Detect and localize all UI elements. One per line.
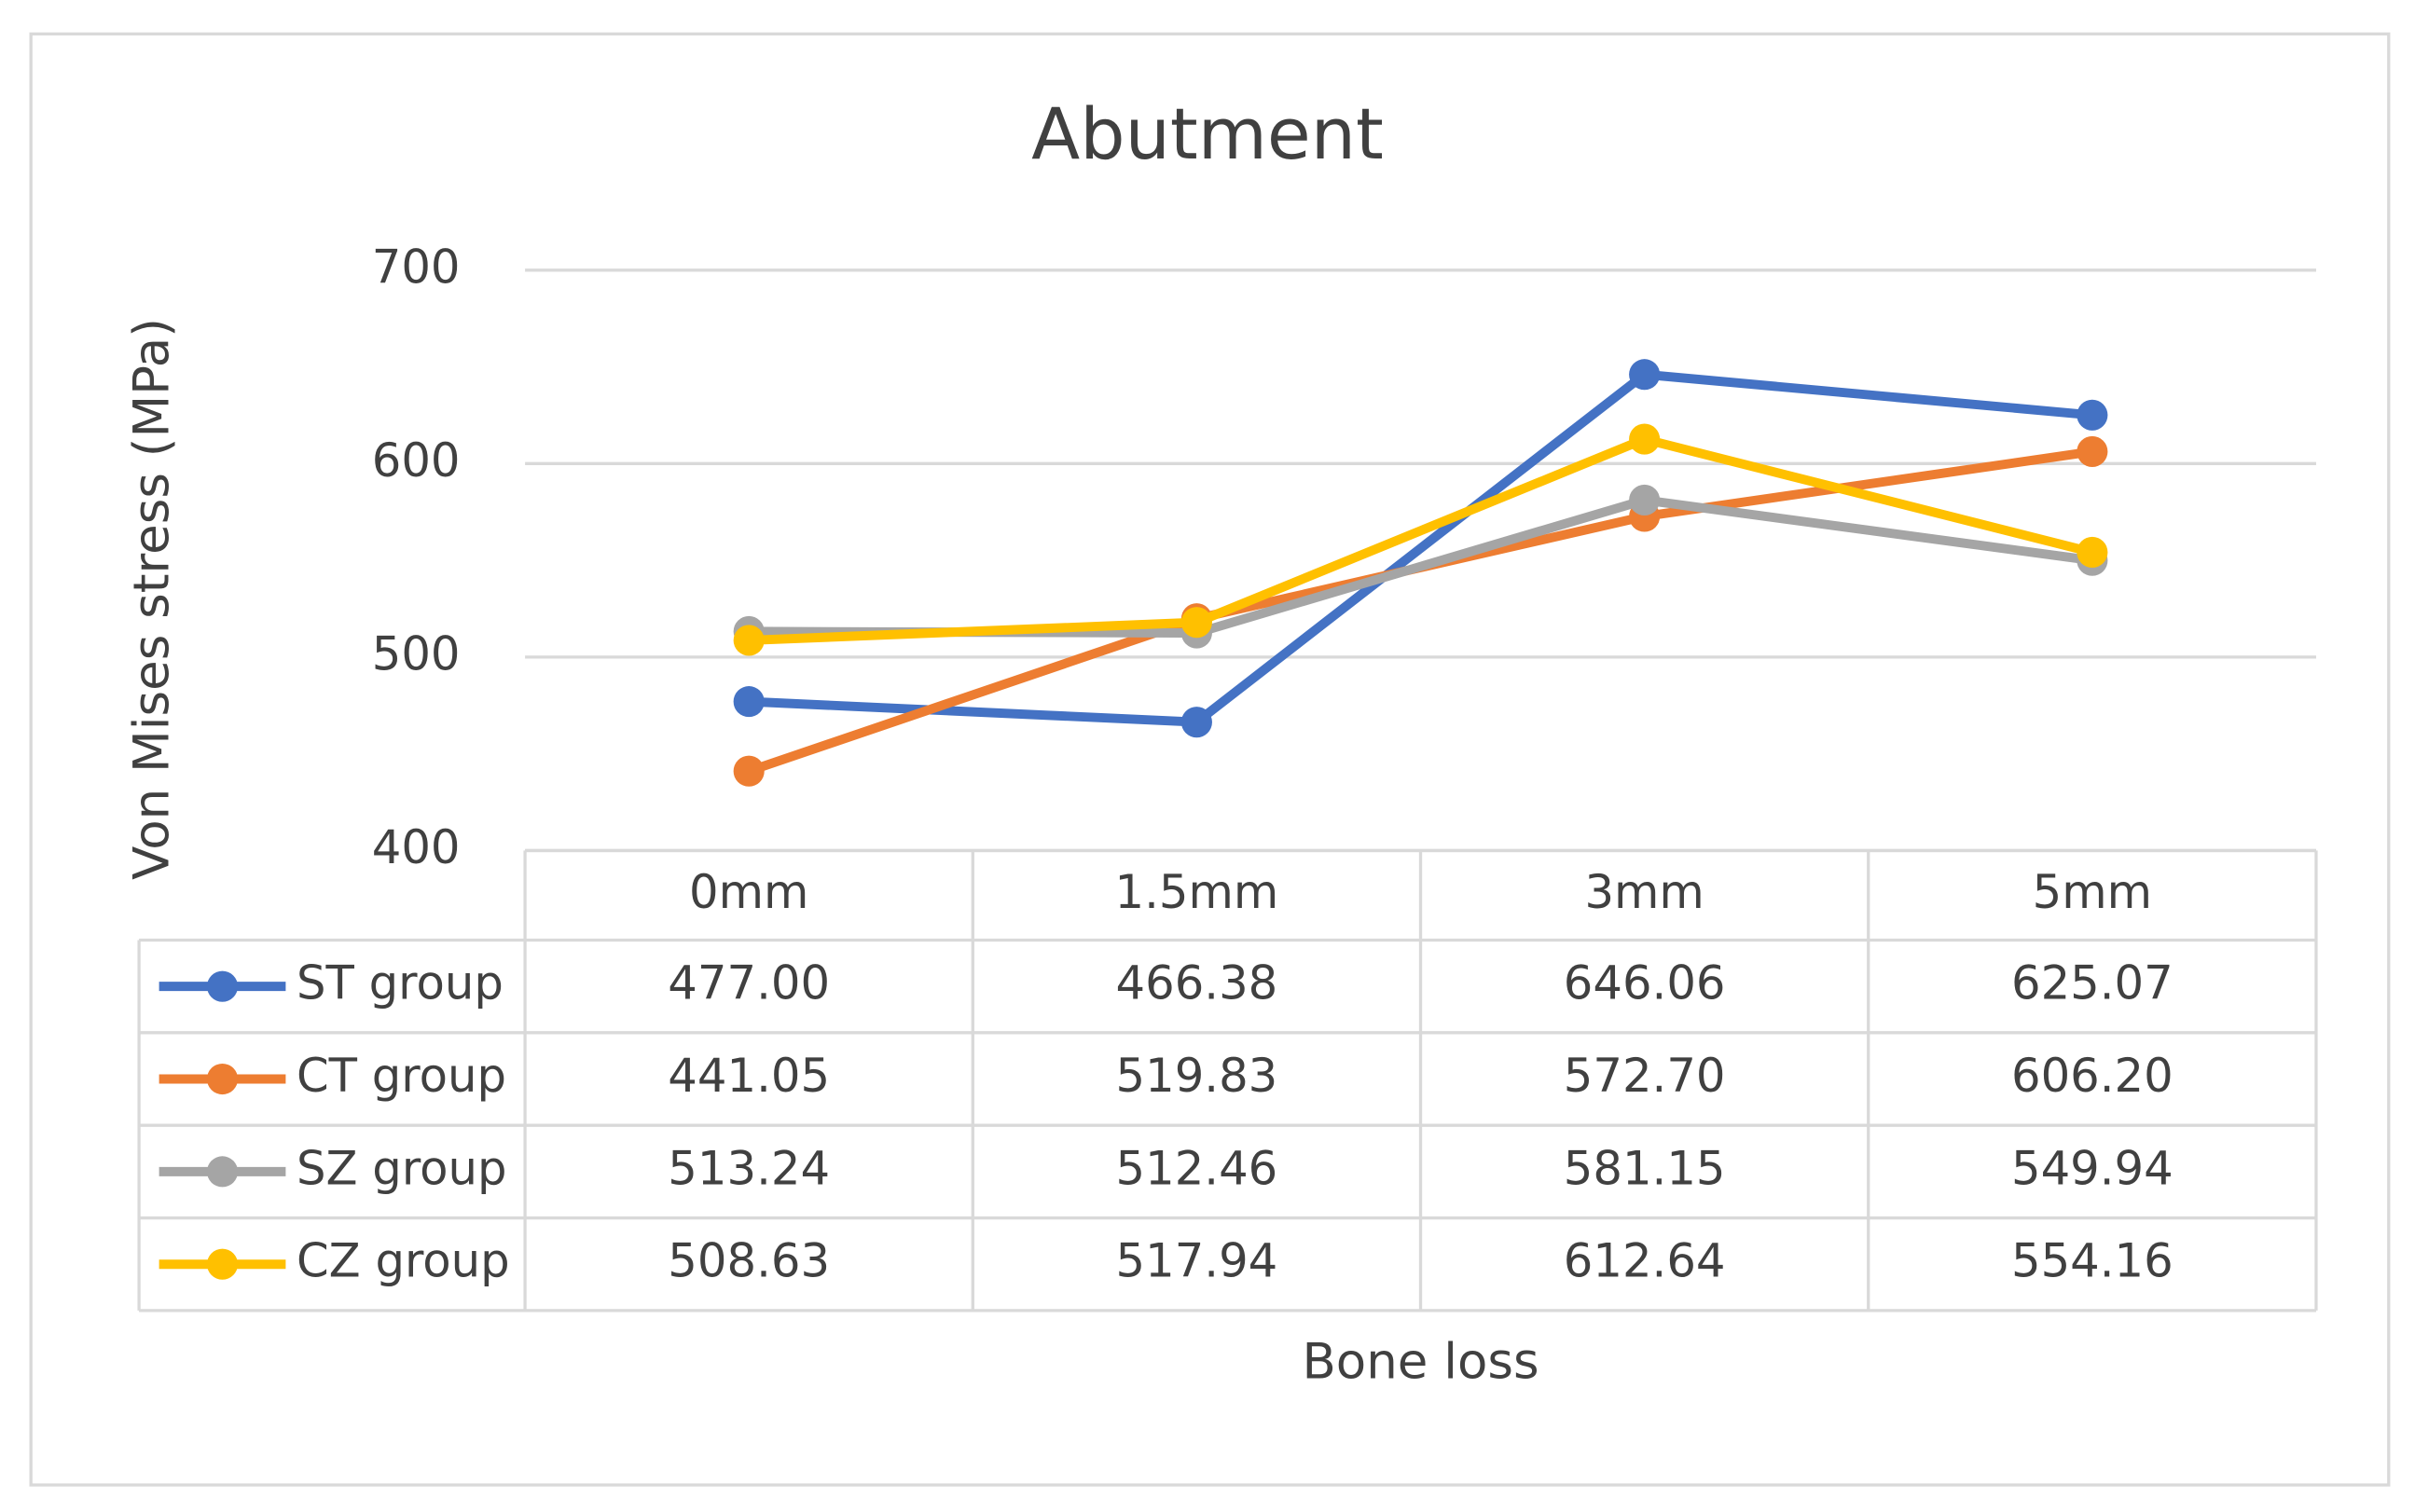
legend-label: SZ group [297,1141,507,1195]
table-value: 441.05 [668,1049,830,1103]
legend-marker [206,1248,239,1280]
table-value: 581.15 [1564,1141,1726,1195]
x-tick-label: 3mm [1584,865,1704,919]
chart-frame [29,32,2391,1487]
y-axis-label: Von Mises stress (MPa) [123,318,180,880]
table-value: 517.94 [1116,1234,1278,1288]
data-point [1180,607,1212,639]
legend-label: CT group [297,1049,506,1103]
table-value: 466.38 [1116,956,1278,1010]
table-value: 512.46 [1116,1141,1278,1195]
x-tick-label: 0mm [689,865,808,919]
table-value: 477.00 [668,956,830,1010]
legend-label: ST group [297,956,504,1010]
data-point [2077,399,2108,431]
data-point [1629,359,1661,391]
data-point [1629,484,1661,516]
x-axis-label: Bone loss [1302,1333,1539,1390]
table-value: 519.83 [1116,1049,1278,1103]
data-point [1629,423,1661,455]
x-tick-label: 1.5mm [1115,865,1279,919]
table-value: 513.24 [668,1141,830,1195]
table-value: 646.06 [1564,956,1726,1010]
table-value: 508.63 [668,1234,830,1288]
table-value: 572.70 [1564,1049,1726,1103]
legend-marker [206,1156,239,1188]
data-point [733,755,765,787]
table-value: 625.07 [2011,956,2174,1010]
table-value: 554.16 [2011,1234,2174,1288]
y-tick-label: 500 [372,626,461,680]
table-value: 612.64 [1564,1234,1726,1288]
legend-marker [206,970,239,1002]
table-value: 606.20 [2011,1049,2174,1103]
chart-title: Abutment [1031,92,1384,175]
table-value: 549.94 [2011,1141,2174,1195]
series-line [748,434,2094,645]
y-tick-label: 400 [372,820,461,874]
data-point [1180,707,1212,738]
y-tick-label: 700 [372,240,461,294]
legend-label: CZ group [297,1234,510,1288]
data-point [733,686,765,718]
data-point [733,625,765,656]
legend-marker [206,1063,239,1095]
series-line [748,369,2093,727]
y-tick-label: 600 [372,433,461,488]
data-point [2077,536,2108,569]
x-tick-label: 5mm [2033,865,2152,919]
data-point [2077,435,2108,468]
